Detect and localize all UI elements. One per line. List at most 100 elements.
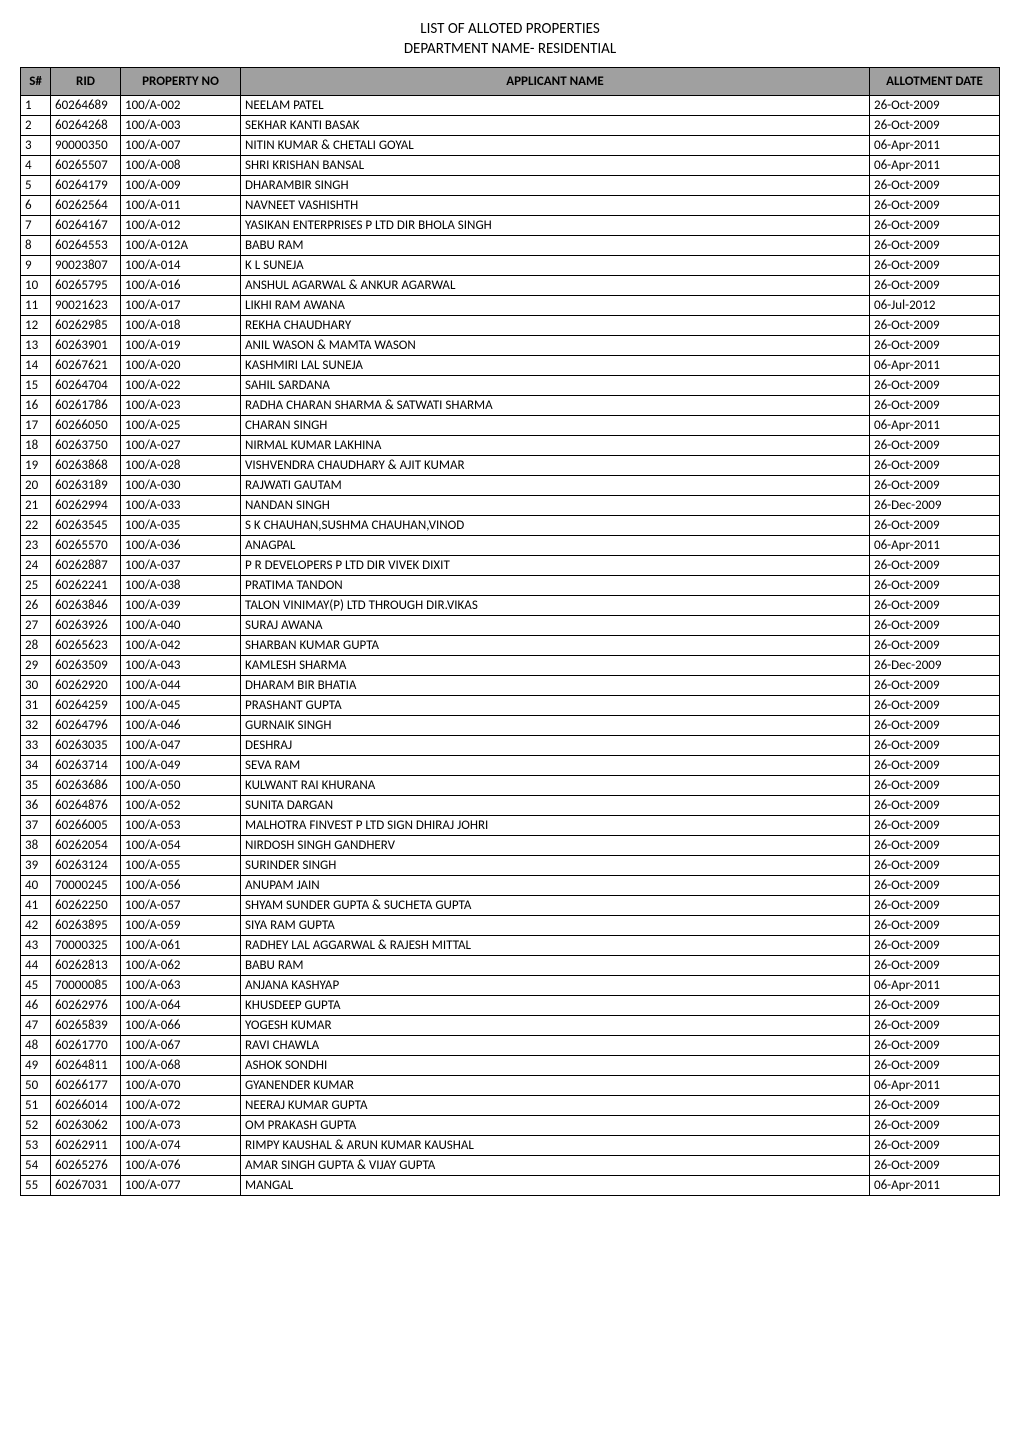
cell-property-no: 100/A-063 (121, 976, 241, 996)
table-row: 4260263895100/A-059SIYA RAM GUPTA26-Oct-… (21, 916, 1000, 936)
table-row: 1060265795100/A-016ANSHUL AGARWAL & ANKU… (21, 276, 1000, 296)
cell-allotment-date: 26-Oct-2009 (870, 436, 1000, 456)
cell-applicant-name: SURINDER SINGH (241, 856, 870, 876)
cell-allotment-date: 06-Apr-2011 (870, 416, 1000, 436)
table-row: 4160262250100/A-057SHYAM SUNDER GUPTA & … (21, 896, 1000, 916)
cell-rid: 60263545 (51, 516, 121, 536)
cell-rid: 60262887 (51, 556, 121, 576)
cell-sn: 54 (21, 1156, 51, 1176)
table-row: 3560263686100/A-050KULWANT RAI KHURANA26… (21, 776, 1000, 796)
cell-rid: 60263750 (51, 436, 121, 456)
table-row: 1660261786100/A-023RADHA CHARAN SHARMA &… (21, 396, 1000, 416)
table-row: 4660262976100/A-064KHUSDEEP GUPTA26-Oct-… (21, 996, 1000, 1016)
cell-sn: 13 (21, 336, 51, 356)
cell-applicant-name: REKHA CHAUDHARY (241, 316, 870, 336)
cell-property-no: 100/A-007 (121, 136, 241, 156)
cell-sn: 11 (21, 296, 51, 316)
cell-property-no: 100/A-025 (121, 416, 241, 436)
cell-sn: 31 (21, 696, 51, 716)
cell-sn: 23 (21, 536, 51, 556)
cell-allotment-date: 26-Oct-2009 (870, 736, 1000, 756)
table-row: 2160262994100/A-033NANDAN SINGH26-Dec-20… (21, 496, 1000, 516)
cell-rid: 60262994 (51, 496, 121, 516)
cell-allotment-date: 26-Oct-2009 (870, 1056, 1000, 1076)
cell-applicant-name: ANSHUL AGARWAL & ANKUR AGARWAL (241, 276, 870, 296)
cell-property-no: 100/A-054 (121, 836, 241, 856)
cell-rid: 60264876 (51, 796, 121, 816)
cell-allotment-date: 26-Oct-2009 (870, 556, 1000, 576)
cell-allotment-date: 26-Oct-2009 (870, 256, 1000, 276)
cell-rid: 90000350 (51, 136, 121, 156)
cell-applicant-name: SEVA RAM (241, 756, 870, 776)
cell-property-no: 100/A-050 (121, 776, 241, 796)
cell-allotment-date: 26-Oct-2009 (870, 756, 1000, 776)
cell-sn: 32 (21, 716, 51, 736)
cell-applicant-name: ANIL WASON & MAMTA WASON (241, 336, 870, 356)
cell-property-no: 100/A-068 (121, 1056, 241, 1076)
cell-property-no: 100/A-030 (121, 476, 241, 496)
cell-sn: 12 (21, 316, 51, 336)
table-row: 260264268100/A-003SEKHAR KANTI BASAK26-O… (21, 116, 1000, 136)
cell-allotment-date: 26-Oct-2009 (870, 1096, 1000, 1116)
cell-property-no: 100/A-061 (121, 936, 241, 956)
cell-sn: 45 (21, 976, 51, 996)
cell-sn: 7 (21, 216, 51, 236)
cell-allotment-date: 26-Oct-2009 (870, 516, 1000, 536)
cell-applicant-name: SHARBAN KUMAR GUPTA (241, 636, 870, 656)
table-row: 2960263509100/A-043KAMLESH SHARMA26-Dec-… (21, 656, 1000, 676)
table-row: 1960263868100/A-028VISHVENDRA CHAUDHARY … (21, 456, 1000, 476)
cell-allotment-date: 26-Oct-2009 (870, 896, 1000, 916)
cell-rid: 60262813 (51, 956, 121, 976)
cell-allotment-date: 26-Dec-2009 (870, 656, 1000, 676)
properties-table: S# RID PROPERTY NO APPLICANT NAME ALLOTM… (20, 67, 1000, 1196)
cell-sn: 25 (21, 576, 51, 596)
cell-applicant-name: VISHVENDRA CHAUDHARY & AJIT KUMAR (241, 456, 870, 476)
cell-sn: 48 (21, 1036, 51, 1056)
table-row: 2260263545100/A-035S K CHAUHAN,SUSHMA CH… (21, 516, 1000, 536)
cell-rid: 60264553 (51, 236, 121, 256)
cell-allotment-date: 26-Oct-2009 (870, 1156, 1000, 1176)
cell-sn: 4 (21, 156, 51, 176)
cell-allotment-date: 26-Dec-2009 (870, 496, 1000, 516)
cell-property-no: 100/A-043 (121, 656, 241, 676)
cell-rid: 60264811 (51, 1056, 121, 1076)
cell-property-no: 100/A-020 (121, 356, 241, 376)
cell-property-no: 100/A-053 (121, 816, 241, 836)
cell-sn: 2 (21, 116, 51, 136)
table-row: 5060266177100/A-070GYANENDER KUMAR06-Apr… (21, 1076, 1000, 1096)
cell-allotment-date: 26-Oct-2009 (870, 1116, 1000, 1136)
cell-rid: 60264796 (51, 716, 121, 736)
table-body: 160264689100/A-002NEELAM PATEL26-Oct-200… (21, 96, 1000, 1196)
cell-allotment-date: 26-Oct-2009 (870, 816, 1000, 836)
table-row: 5260263062100/A-073OM PRAKASH GUPTA26-Oc… (21, 1116, 1000, 1136)
cell-property-no: 100/A-028 (121, 456, 241, 476)
cell-allotment-date: 26-Oct-2009 (870, 776, 1000, 796)
cell-property-no: 100/A-018 (121, 316, 241, 336)
cell-rid: 60265795 (51, 276, 121, 296)
table-row: 4460262813100/A-062BABU RAM26-Oct-2009 (21, 956, 1000, 976)
cell-property-no: 100/A-073 (121, 1116, 241, 1136)
cell-applicant-name: MALHOTRA FINVEST P LTD SIGN DHIRAJ JOHRI (241, 816, 870, 836)
cell-rid: 60263901 (51, 336, 121, 356)
table-row: 5160266014100/A-072NEERAJ KUMAR GUPTA26-… (21, 1096, 1000, 1116)
cell-allotment-date: 26-Oct-2009 (870, 616, 1000, 636)
cell-applicant-name: DHARAM BIR BHATIA (241, 676, 870, 696)
cell-property-no: 100/A-049 (121, 756, 241, 776)
cell-property-no: 100/A-009 (121, 176, 241, 196)
cell-property-no: 100/A-070 (121, 1076, 241, 1096)
cell-sn: 52 (21, 1116, 51, 1136)
cell-property-no: 100/A-062 (121, 956, 241, 976)
cell-allotment-date: 06-Apr-2011 (870, 536, 1000, 556)
cell-sn: 26 (21, 596, 51, 616)
cell-applicant-name: P R DEVELOPERS P LTD DIR VIVEK DIXIT (241, 556, 870, 576)
cell-allotment-date: 26-Oct-2009 (870, 716, 1000, 736)
cell-applicant-name: YOGESH KUMAR (241, 1016, 870, 1036)
cell-sn: 42 (21, 916, 51, 936)
cell-applicant-name: ANAGPAL (241, 536, 870, 556)
cell-rid: 60262911 (51, 1136, 121, 1156)
table-header: S# RID PROPERTY NO APPLICANT NAME ALLOTM… (21, 68, 1000, 96)
cell-property-no: 100/A-038 (121, 576, 241, 596)
cell-sn: 14 (21, 356, 51, 376)
table-row: 4760265839100/A-066YOGESH KUMAR26-Oct-20… (21, 1016, 1000, 1036)
cell-allotment-date: 26-Oct-2009 (870, 876, 1000, 896)
